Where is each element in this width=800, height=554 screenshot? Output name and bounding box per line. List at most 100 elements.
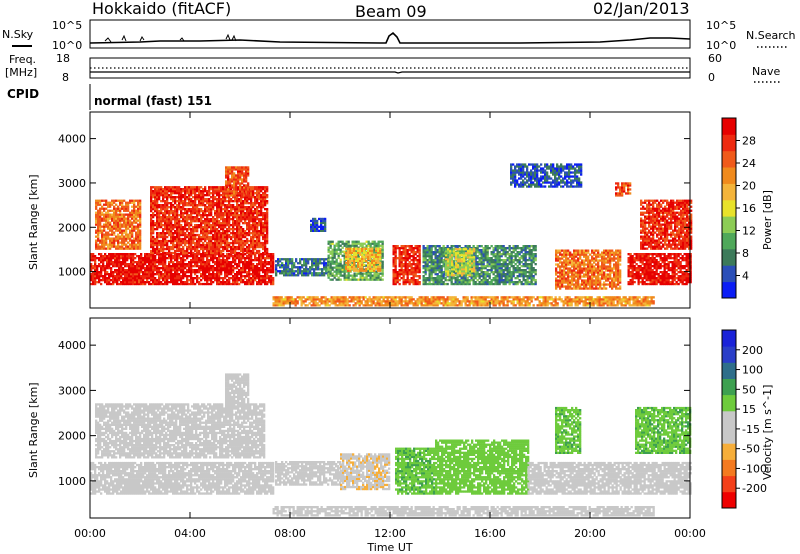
power-cell xyxy=(194,282,197,286)
power-cell xyxy=(190,279,193,282)
power-cell xyxy=(222,282,225,286)
power-cell xyxy=(337,262,340,265)
power-cell xyxy=(123,223,126,226)
power-cell xyxy=(319,274,322,277)
power-cell xyxy=(430,249,433,252)
power-cell xyxy=(254,218,257,221)
power-cell xyxy=(212,269,215,272)
power-cell xyxy=(226,214,229,217)
power-cell xyxy=(432,261,435,264)
power-cell xyxy=(92,275,95,278)
power-cell xyxy=(462,275,465,278)
power-cell xyxy=(227,188,230,191)
power-cell xyxy=(314,227,317,230)
power-cell xyxy=(192,220,195,223)
power-cell xyxy=(132,255,135,258)
power-cell xyxy=(166,275,169,278)
power-cell xyxy=(110,259,113,262)
power-cell xyxy=(228,281,231,284)
power-cell xyxy=(154,277,157,280)
power-cell xyxy=(422,253,425,256)
power-cell xyxy=(351,249,354,252)
power-cell xyxy=(212,257,215,260)
power-cell xyxy=(365,244,368,247)
power-cell xyxy=(204,228,207,231)
power-cell xyxy=(138,263,141,266)
power-cell xyxy=(260,279,263,282)
power-cell xyxy=(192,206,195,209)
power-cell xyxy=(367,253,370,256)
power-cell xyxy=(432,263,435,266)
power-cell xyxy=(214,220,217,223)
power-cell xyxy=(168,275,171,278)
power-cell xyxy=(146,267,149,270)
power-cell xyxy=(142,259,145,262)
power-cell xyxy=(192,265,195,268)
power-cell xyxy=(272,257,275,260)
power-cell xyxy=(246,241,249,245)
power-cell xyxy=(315,268,318,271)
power-cell xyxy=(172,261,175,264)
power-cell xyxy=(270,257,273,260)
power-cell xyxy=(410,273,413,276)
power-cell xyxy=(406,277,409,280)
power-cell xyxy=(206,269,209,272)
power-cell xyxy=(139,207,142,210)
power-cell xyxy=(238,277,241,280)
power-cell xyxy=(192,233,195,237)
power-cell xyxy=(402,251,405,254)
power-cell xyxy=(97,203,100,206)
power-cell xyxy=(158,261,161,264)
power-cell xyxy=(329,272,332,275)
power-cell xyxy=(238,237,241,241)
power-cell xyxy=(392,269,395,272)
power-cell xyxy=(204,282,207,286)
power-cell xyxy=(115,219,118,222)
power-cell xyxy=(242,228,245,231)
power-cell xyxy=(218,233,221,237)
power-cell xyxy=(158,269,161,272)
power-cell xyxy=(371,253,374,256)
power-cell xyxy=(204,208,207,211)
power-cell xyxy=(240,275,243,278)
power-cell xyxy=(264,224,267,227)
power-cell xyxy=(369,263,372,266)
power-cell xyxy=(101,233,104,236)
power-cell xyxy=(268,261,271,264)
power-cell xyxy=(190,188,193,191)
power-cell xyxy=(194,243,197,247)
power-cell xyxy=(240,198,243,201)
power-cell xyxy=(106,271,109,274)
power-cell xyxy=(218,226,221,229)
power-cell xyxy=(252,194,255,197)
power-cell xyxy=(367,261,370,264)
power-cell xyxy=(164,282,167,286)
power-cell xyxy=(115,203,118,206)
power-cell xyxy=(242,212,245,215)
power-cell xyxy=(361,242,364,245)
power-cell xyxy=(112,271,115,274)
power-cell xyxy=(146,257,149,260)
power-cell xyxy=(291,264,294,267)
power-cell xyxy=(324,217,327,221)
power-cell xyxy=(154,243,157,247)
power-cell xyxy=(216,235,219,239)
power-cell xyxy=(432,259,435,262)
power-cell xyxy=(357,263,360,266)
power-cell xyxy=(129,235,132,238)
power-cell xyxy=(322,225,325,228)
power-cell xyxy=(200,186,203,189)
power-cell xyxy=(99,227,102,230)
power-cell xyxy=(119,213,122,216)
power-cell xyxy=(428,261,431,264)
power-cell xyxy=(188,265,191,268)
power-cell xyxy=(438,263,441,266)
power-cell xyxy=(233,186,236,189)
power-cell xyxy=(116,253,119,256)
power-cell xyxy=(353,247,356,250)
power-cell xyxy=(418,282,421,286)
power-cell xyxy=(238,269,241,272)
power-cell xyxy=(118,269,121,272)
power-cell xyxy=(228,261,231,264)
power-cell xyxy=(117,209,120,212)
